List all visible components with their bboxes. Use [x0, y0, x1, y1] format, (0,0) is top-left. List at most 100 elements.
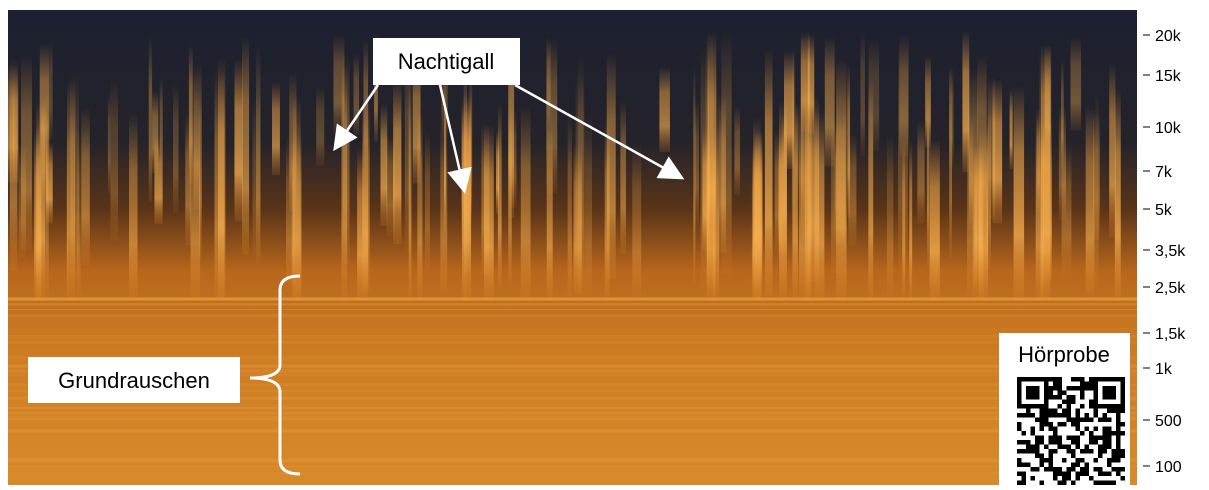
texture-stripe [962, 30, 969, 172]
tick-label: 3,5k [1155, 243, 1186, 260]
qr-module [1022, 431, 1027, 436]
qr-module [1049, 395, 1054, 400]
page: 20k15k10k7k5k3,5k2,5k1,5k1k500100 Nachti… [0, 0, 1209, 490]
qr-module [1112, 404, 1117, 409]
texture-stripe [949, 67, 952, 258]
qr-module [1085, 445, 1090, 450]
qr-module [1044, 400, 1049, 405]
qr-module [1026, 391, 1031, 396]
texture-stripe [719, 95, 726, 253]
qr-module [1040, 436, 1045, 441]
qr-module [1026, 440, 1031, 445]
tick-label: 1k [1155, 361, 1173, 378]
qr-module [1058, 436, 1063, 441]
qr-module [1121, 382, 1126, 387]
qr-module [1121, 431, 1126, 436]
qr-module [1103, 440, 1108, 445]
qr-module [1031, 431, 1036, 436]
qr-module [1112, 454, 1117, 459]
qr-module [1022, 440, 1027, 445]
texture-stripe [363, 39, 368, 186]
qr-module [1094, 404, 1099, 409]
qr-module [1121, 467, 1126, 472]
qr-module [1089, 377, 1094, 382]
qr-module [1112, 431, 1117, 436]
qr-module [1017, 427, 1022, 432]
qr-module [1121, 404, 1126, 409]
qr-module [1080, 467, 1085, 472]
qr-module [1112, 458, 1117, 463]
qr-module [1040, 481, 1045, 486]
texture-stripe [927, 83, 929, 266]
qr-module [1116, 458, 1121, 463]
qr-module [1080, 431, 1085, 436]
qr-module [1031, 445, 1036, 450]
qr-module [1035, 454, 1040, 459]
qr-module [1094, 377, 1099, 382]
qr-module [1026, 395, 1031, 400]
qr-module [1017, 458, 1022, 463]
qr-module [1058, 481, 1063, 486]
qr-module [1058, 445, 1063, 450]
qr-module [1022, 449, 1027, 454]
texture-stripe [734, 105, 740, 194]
qr-module [1040, 422, 1045, 427]
qr-module [1085, 427, 1090, 432]
qr-module [1085, 386, 1090, 391]
qr-module [1062, 481, 1067, 486]
qr-module [1076, 409, 1081, 414]
texture-band [8, 466, 1137, 467]
qr-module [1080, 449, 1085, 454]
qr-module [1071, 400, 1076, 405]
qr-module [1017, 391, 1022, 396]
qr-module [1053, 467, 1058, 472]
qr-module [1094, 481, 1099, 486]
texture-stripe [620, 101, 626, 254]
texture-stripe [992, 79, 1002, 224]
qr-module [1040, 458, 1045, 463]
qr-module [1112, 395, 1117, 400]
qr-module [1076, 476, 1081, 481]
qr-module [1040, 463, 1045, 468]
qr-module [1067, 476, 1072, 481]
texture-stripe [1014, 85, 1025, 300]
qr-module [1076, 413, 1081, 418]
texture-stripe [393, 81, 401, 245]
texture-stripe [848, 134, 856, 246]
texture-stripe [659, 67, 670, 152]
qr-module [1035, 467, 1040, 472]
qr-module [1035, 391, 1040, 396]
qr-module [1044, 413, 1049, 418]
qr-module [1035, 418, 1040, 423]
qr-module [1094, 427, 1099, 432]
qr-module [1103, 481, 1108, 486]
qr-module [1071, 422, 1076, 427]
qr-module [1098, 472, 1103, 477]
texture-stripe [836, 59, 846, 300]
qr-module [1089, 382, 1094, 387]
qr-module [1026, 404, 1031, 409]
qr-module [1103, 472, 1108, 477]
texture-stripe [333, 34, 344, 133]
qr-module [1053, 472, 1058, 477]
qr-module [1116, 418, 1121, 423]
texture-stripe [160, 78, 163, 166]
qr-module [1080, 404, 1085, 409]
qr-module [1031, 395, 1036, 400]
qr-module [1080, 377, 1085, 382]
qr-module [1094, 382, 1099, 387]
qr-module [1094, 458, 1099, 463]
texture-stripe [440, 120, 447, 293]
qr-module [1085, 413, 1090, 418]
qr-module [1044, 422, 1049, 427]
qr-module [1080, 472, 1085, 477]
qr-module [1026, 409, 1031, 414]
qr-module [1116, 440, 1121, 445]
qr-module [1067, 436, 1072, 441]
texture-band [8, 472, 1137, 476]
qr-module [1103, 377, 1108, 382]
texture-band [8, 329, 1137, 330]
qr-module [1067, 404, 1072, 409]
texture-stripe [607, 52, 616, 278]
qr-module [1053, 440, 1058, 445]
